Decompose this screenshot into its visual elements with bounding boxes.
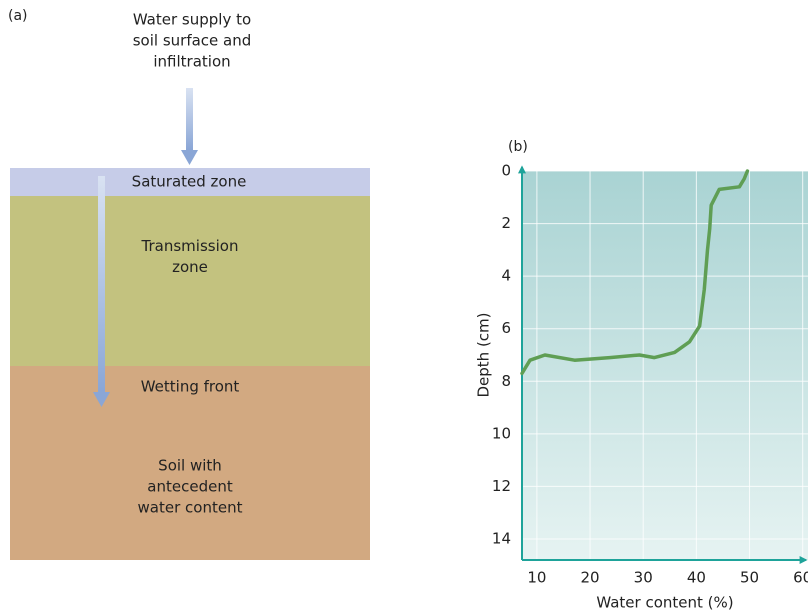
supply-label: soil surface and xyxy=(133,32,252,50)
y-tick-label: 14 xyxy=(492,529,511,547)
y-tick-label: 0 xyxy=(501,162,511,180)
supply-arrowhead xyxy=(181,150,198,165)
zone-label: Transmission xyxy=(141,237,239,255)
x-tick-label: 10 xyxy=(527,569,546,587)
supply-arrow xyxy=(186,88,193,150)
y-tick-label: 12 xyxy=(492,477,511,495)
panel-label: (a) xyxy=(8,8,28,24)
saturated-zone xyxy=(10,168,370,196)
zone-label: Wetting front xyxy=(141,378,240,396)
panel-a xyxy=(10,88,370,560)
y-axis-label: Depth (cm) xyxy=(475,312,493,397)
antecedent-zone xyxy=(10,366,370,560)
y-tick-label: 4 xyxy=(501,267,511,285)
x-tick-label: 60 xyxy=(793,569,808,587)
infiltration-arrow xyxy=(98,176,105,392)
zone-label: Saturated zone xyxy=(132,173,247,191)
zone-label: zone xyxy=(172,258,208,276)
transmission-zone xyxy=(10,196,370,366)
zone-label: Soil with xyxy=(158,457,222,475)
panel-label: (b) xyxy=(508,139,528,155)
supply-label: infiltration xyxy=(153,53,230,71)
x-tick-label: 50 xyxy=(740,569,759,587)
infiltration-arrowhead xyxy=(93,392,110,407)
y-tick-label: 10 xyxy=(492,424,511,442)
zone-label: water content xyxy=(138,499,243,517)
plot-background xyxy=(522,171,808,560)
zone-label: antecedent xyxy=(147,478,233,496)
y-tick-label: 2 xyxy=(501,214,511,232)
x-tick-label: 30 xyxy=(634,569,653,587)
x-axis-label: Water content (%) xyxy=(596,594,733,612)
y-tick-label: 8 xyxy=(501,372,511,390)
data-line xyxy=(520,169,750,376)
x-tick-label: 40 xyxy=(687,569,706,587)
supply-label: Water supply to xyxy=(133,11,251,29)
x-tick-label: 20 xyxy=(580,569,599,587)
y-tick-label: 6 xyxy=(501,319,511,337)
